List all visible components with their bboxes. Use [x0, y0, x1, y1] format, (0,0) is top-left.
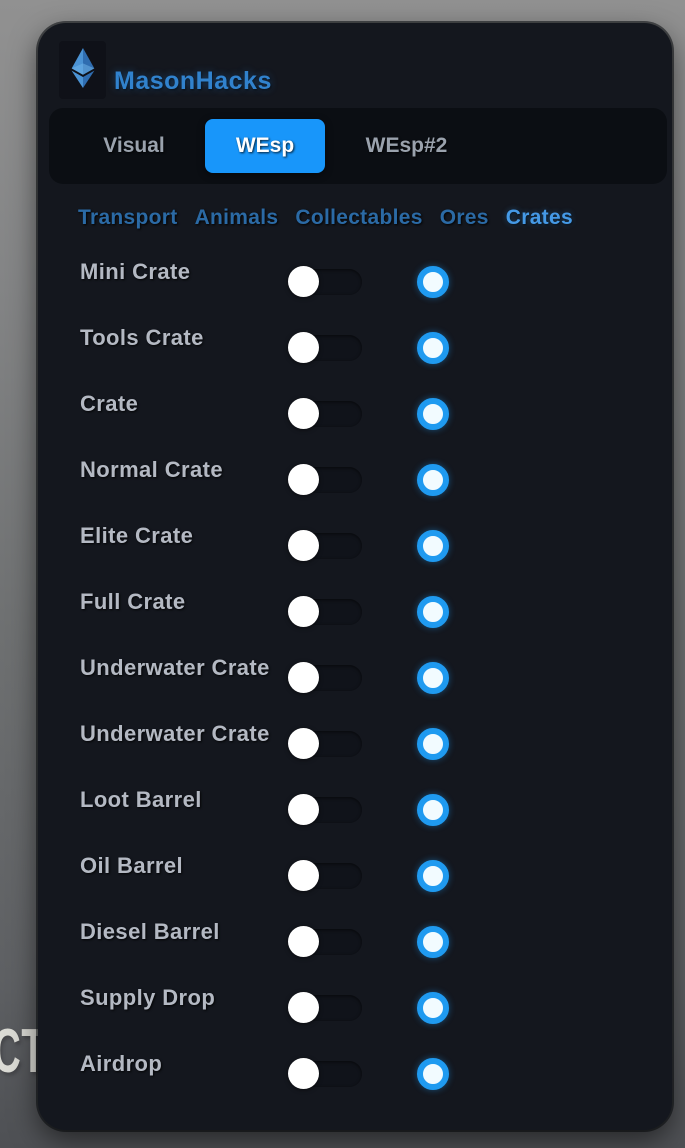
tab-wesp[interactable]: WEsp	[205, 119, 325, 173]
color-picker[interactable]	[417, 662, 449, 694]
color-picker[interactable]	[417, 464, 449, 496]
logo-box	[59, 41, 106, 99]
esp-row: Tools Crate	[38, 315, 672, 381]
esp-toggle[interactable]	[288, 662, 362, 693]
color-picker[interactable]	[417, 926, 449, 958]
tab-wesp2[interactable]: WEsp#2	[365, 134, 448, 157]
esp-toggle[interactable]	[288, 728, 362, 759]
esp-row: Airdrop	[38, 1041, 672, 1107]
esp-item-label: Mini Crate	[80, 259, 191, 284]
esp-row-list: Mini Crate Tools Crate Crate Normal Crat…	[38, 249, 672, 1107]
esp-row: Oil Barrel	[38, 843, 672, 909]
background-hud-text: CT	[0, 1017, 46, 1086]
category-transport[interactable]: Transport	[78, 206, 178, 229]
esp-row: Elite Crate	[38, 513, 672, 579]
esp-row: Normal Crate	[38, 447, 672, 513]
tab-visual[interactable]: Visual	[103, 134, 165, 157]
esp-item-label: Underwater Crate	[80, 721, 270, 746]
esp-toggle[interactable]	[288, 332, 362, 363]
esp-item-label: Airdrop	[80, 1051, 163, 1076]
toggle-knob	[288, 530, 319, 561]
toggle-knob	[288, 662, 319, 693]
toggle-knob	[288, 794, 319, 825]
esp-row: Loot Barrel	[38, 777, 672, 843]
color-picker[interactable]	[417, 860, 449, 892]
esp-item-label: Diesel Barrel	[80, 919, 220, 944]
color-picker[interactable]	[417, 530, 449, 562]
color-picker[interactable]	[417, 992, 449, 1024]
toggle-knob	[288, 728, 319, 759]
esp-row: Supply Drop	[38, 975, 672, 1041]
color-picker[interactable]	[417, 398, 449, 430]
esp-item-label: Full Crate	[80, 589, 186, 614]
toggle-knob	[288, 992, 319, 1023]
esp-row: Diesel Barrel	[38, 909, 672, 975]
toggle-knob	[288, 926, 319, 957]
esp-item-label: Loot Barrel	[80, 787, 202, 812]
esp-toggle[interactable]	[288, 860, 362, 891]
esp-row: Underwater Crate	[38, 645, 672, 711]
toggle-knob	[288, 398, 319, 429]
category-collectables[interactable]: Collectables	[295, 206, 423, 229]
category-animals[interactable]: Animals	[194, 206, 279, 229]
main-tab-bar: Visual WEsp WEsp#2	[49, 108, 667, 184]
esp-item-label: Tools Crate	[80, 325, 204, 350]
esp-row: Mini Crate	[38, 249, 672, 315]
window-title: MasonHacks	[114, 67, 272, 95]
esp-toggle[interactable]	[288, 1058, 362, 1089]
toggle-knob	[288, 1058, 319, 1089]
toggle-knob	[288, 266, 319, 297]
esp-row: Underwater Crate	[38, 711, 672, 777]
category-crates[interactable]: Crates	[505, 206, 573, 229]
esp-toggle[interactable]	[288, 398, 362, 429]
esp-toggle[interactable]	[288, 794, 362, 825]
esp-toggle[interactable]	[288, 926, 362, 957]
color-picker[interactable]	[417, 794, 449, 826]
color-picker[interactable]	[417, 266, 449, 298]
category-ores[interactable]: Ores	[439, 206, 489, 229]
ethereum-gem-icon	[70, 47, 96, 93]
color-picker[interactable]	[417, 728, 449, 760]
esp-item-label: Elite Crate	[80, 523, 194, 548]
esp-item-label: Supply Drop	[80, 985, 216, 1010]
color-picker[interactable]	[417, 1058, 449, 1090]
esp-item-label: Crate	[80, 391, 139, 416]
esp-toggle[interactable]	[288, 464, 362, 495]
category-bar: Transport Animals Collectables Ores Crat…	[78, 204, 573, 232]
esp-item-label: Normal Crate	[80, 457, 223, 482]
esp-item-label: Oil Barrel	[80, 853, 184, 878]
esp-toggle[interactable]	[288, 992, 362, 1023]
esp-row: Crate	[38, 381, 672, 447]
color-picker[interactable]	[417, 596, 449, 628]
toggle-knob	[288, 332, 319, 363]
esp-toggle[interactable]	[288, 596, 362, 627]
esp-toggle[interactable]	[288, 266, 362, 297]
esp-row: Full Crate	[38, 579, 672, 645]
toggle-knob	[288, 860, 319, 891]
toggle-knob	[288, 464, 319, 495]
esp-toggle[interactable]	[288, 530, 362, 561]
masonhacks-window: MasonHacks Visual WEsp WEsp#2 Transport …	[38, 23, 672, 1130]
esp-item-label: Underwater Crate	[80, 655, 270, 680]
toggle-knob	[288, 596, 319, 627]
color-picker[interactable]	[417, 332, 449, 364]
